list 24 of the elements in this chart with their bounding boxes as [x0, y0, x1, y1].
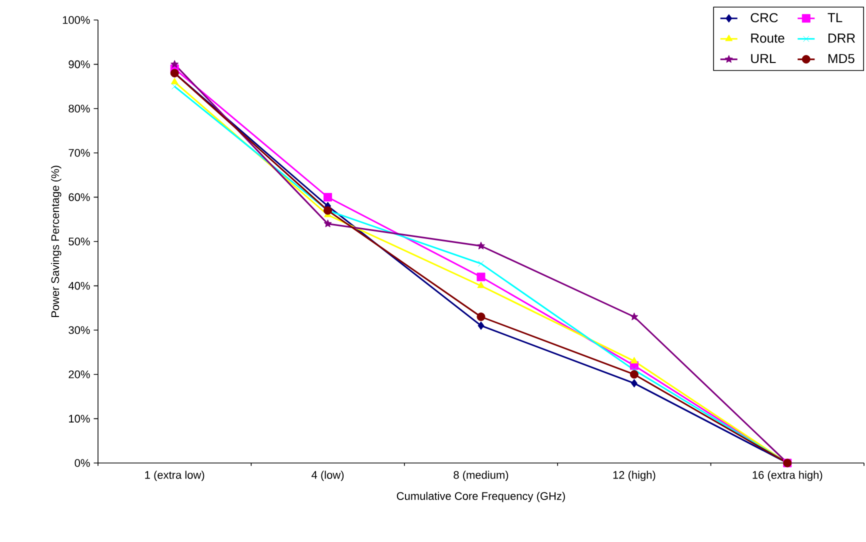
- y-axis-title: Power Savings Percentage (%): [51, 166, 62, 318]
- y-tick-label: 70%: [68, 148, 90, 157]
- y-tick-label: 0%: [74, 459, 90, 467]
- x-tick-label: 16 (extra high): [752, 470, 822, 482]
- legend-label: DRR: [828, 34, 855, 43]
- y-tick-label: 50%: [68, 238, 90, 246]
- legend-label: URL: [751, 54, 776, 64]
- legend-label: CRC: [750, 13, 778, 22]
- x-tick-label: 8 (medium): [454, 470, 508, 482]
- y-tick-label: 60%: [68, 193, 90, 202]
- y-tick-label: 10%: [69, 414, 90, 423]
- legend-label: Route: [751, 34, 784, 43]
- y-tick-label: 30%: [68, 326, 90, 334]
- x-axis-title: Cumulative Core Frequency (GHz): [396, 492, 565, 502]
- y-tick-label: 100%: [62, 16, 90, 24]
- legend-label: TL: [828, 13, 842, 22]
- y-tick-label: 20%: [68, 370, 90, 378]
- x-tick-label: 12 (high): [613, 470, 656, 482]
- x-tick-label: 4 (low): [312, 470, 344, 482]
- y-tick-label: 80%: [68, 104, 90, 112]
- x-tick-label: 1 (extra low): [145, 470, 204, 482]
- legend-label: MD5: [828, 54, 854, 64]
- y-tick-label: 90%: [68, 60, 90, 68]
- y-tick-label: 40%: [68, 282, 90, 290]
